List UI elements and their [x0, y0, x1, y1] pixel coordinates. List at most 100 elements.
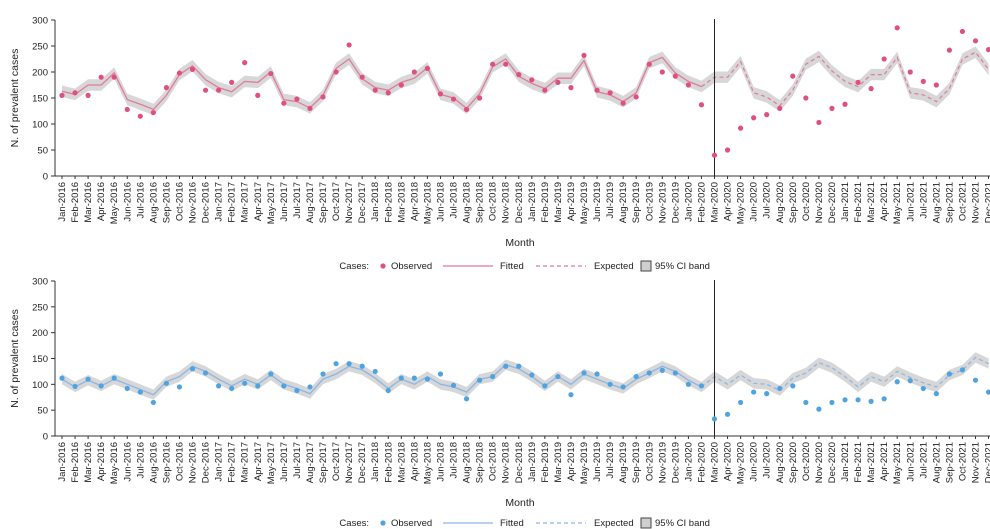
observed-point [724, 147, 731, 153]
x-tick-label: Mar-2021 [866, 182, 877, 223]
observed-point [72, 383, 78, 389]
observed-point [855, 79, 861, 85]
legend-observed-marker [380, 520, 386, 526]
observed-point [672, 73, 678, 79]
observed-point [724, 411, 731, 417]
x-tick-label: Sep-2020 [788, 182, 799, 223]
x-tick-label: Feb-2018 [383, 182, 394, 223]
observed-point [907, 378, 913, 384]
observed-point [202, 87, 209, 93]
observed-point [790, 73, 796, 79]
legend-expected-label: Expected [594, 518, 634, 529]
x-tick-label: Jun-2020 [749, 182, 760, 222]
x-tick-label: Jul-2020 [762, 442, 773, 478]
x-tick-label: Apr-2016 [96, 182, 107, 221]
observed-point [385, 387, 391, 394]
observed-point [842, 101, 848, 107]
observed-point [633, 373, 639, 380]
observed-point [346, 361, 352, 367]
x-tick-label: Jul-2018 [449, 182, 460, 218]
x-tick-label: May-2017 [266, 442, 277, 484]
y-tick-label: 300 [32, 277, 48, 288]
x-tick-label: Jun-2017 [279, 442, 290, 482]
x-tick-label: Jan-2016 [57, 182, 68, 222]
observed-point [764, 391, 770, 397]
observed-point [255, 383, 261, 389]
x-tick-label: Feb-2016 [70, 442, 81, 483]
observed-point [281, 383, 287, 389]
observed-point [829, 399, 835, 406]
observed-point [711, 152, 718, 158]
observed-point [307, 105, 313, 111]
x-tick-label: May-2016 [109, 442, 120, 484]
observed-point [150, 109, 156, 116]
x-tick-label: Apr-2020 [723, 442, 734, 481]
observed-point [685, 82, 692, 88]
observed-point [868, 398, 874, 404]
observed-point [959, 367, 966, 373]
x-tick-label: Aug-2020 [775, 182, 786, 223]
observed-point [959, 28, 966, 35]
observed-point [842, 397, 848, 403]
x-tick-label: Apr-2021 [879, 442, 890, 481]
x-axis-label: Month [505, 497, 534, 509]
series-expected-line [701, 356, 989, 392]
x-tick-label: Nov-2016 [188, 442, 199, 483]
observed-point [803, 399, 809, 406]
observed-point [594, 87, 600, 93]
y-tick-label: 50 [37, 146, 48, 157]
observed-point [698, 102, 705, 108]
x-tick-label: Dec-2019 [670, 182, 681, 223]
observed-point [359, 74, 365, 80]
observed-point [294, 387, 300, 394]
x-tick-label: Jul-2017 [292, 442, 303, 478]
observed-point [881, 396, 887, 402]
x-tick-label: Jan-2019 [527, 442, 538, 482]
x-tick-label: Oct-2017 [331, 182, 342, 221]
observed-point [633, 94, 639, 100]
observed-point [124, 385, 130, 392]
series-fitted-line [61, 363, 702, 396]
x-tick-label: Dec-2018 [514, 442, 525, 483]
legend-ci-label: 95% CI band [655, 518, 710, 529]
observed-point [398, 375, 404, 381]
observed-point [555, 79, 561, 85]
observed-point [320, 371, 326, 377]
x-tick-label: Feb-2018 [383, 442, 394, 483]
x-tick-label: Jun-2017 [279, 182, 290, 222]
observed-point [620, 100, 626, 106]
x-tick-label: Dec-2019 [670, 442, 681, 483]
observed-point [202, 370, 209, 376]
x-tick-label: Apr-2020 [723, 182, 734, 221]
x-tick-label: Dec-2020 [827, 182, 838, 223]
x-tick-label: Jan-2017 [214, 442, 225, 482]
observed-point [868, 86, 874, 92]
y-tick-label: 50 [37, 406, 48, 417]
x-tick-label: Feb-2016 [70, 182, 81, 223]
observed-point [751, 389, 757, 395]
x-tick-label: Sep-2018 [475, 442, 486, 483]
x-tick-label: Nov-2020 [814, 442, 825, 483]
observed-point [424, 376, 430, 382]
observed-point [672, 370, 678, 376]
x-tick-label: May-2020 [736, 442, 747, 484]
observed-point [477, 95, 483, 101]
x-tick-label: Jan-2020 [683, 442, 694, 482]
observed-point [98, 74, 104, 80]
x-tick-label: Oct-2020 [801, 442, 812, 481]
observed-point [985, 389, 990, 395]
x-tick-label: Oct-2016 [174, 442, 185, 481]
x-tick-label: Jul-2017 [292, 182, 303, 218]
x-tick-label: Sep-2021 [944, 182, 955, 223]
x-tick-label: Feb-2021 [853, 442, 864, 483]
observed-point [607, 381, 613, 387]
observed-point [463, 396, 470, 402]
legend: Cases: Observed Fitted Expected 95% CI band [339, 517, 710, 529]
x-tick-label: Jun-2019 [592, 442, 603, 482]
x-tick-label: Mar-2018 [396, 442, 407, 483]
observed-point [816, 406, 822, 412]
x-tick-label: Feb-2019 [540, 182, 551, 223]
x-tick-label: Aug-2017 [305, 182, 316, 223]
y-axis-label: N. of prevalent cases [9, 309, 21, 408]
observed-point [477, 377, 483, 383]
